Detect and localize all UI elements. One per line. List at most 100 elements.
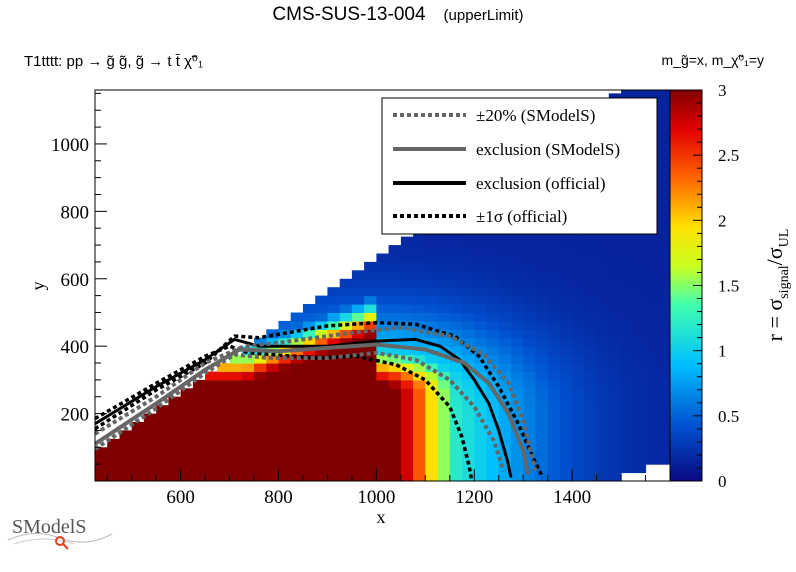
heatmap-cell [511,346,524,356]
heatmap-cell [657,312,670,322]
heatmap-cell [205,422,218,431]
heatmap-cell [498,329,512,339]
heatmap-cell [290,379,304,389]
heatmap-cell [437,278,451,288]
heatmap-cell [596,388,610,398]
legend-label-0: ±20% (SModelS) [476,106,595,125]
heatmap-cell [559,354,573,364]
heatmap-cell [217,396,231,406]
heatmap-cell [584,430,598,440]
heatmap-cell [608,405,622,415]
heatmap-cell [596,422,610,431]
heatmap-cell [327,371,341,381]
heatmap-cell [621,337,634,347]
heatmap-cell [657,396,670,406]
heatmap-cell [339,287,353,297]
heatmap-cell [486,455,500,465]
heatmap-cell [474,464,488,474]
heatmap-cell [621,422,634,431]
heatmap-cell [462,270,475,280]
heatmap-cell [474,455,488,465]
heatmap-cell [535,295,549,305]
heatmap-cell [523,413,536,423]
heatmap-cell [608,253,622,263]
heatmap-cell [180,455,194,465]
heatmap-cell [241,447,255,457]
z-tick-label: 1.5 [718,277,739,296]
heatmap-cell [205,472,218,481]
heatmap-cell [608,354,622,364]
heatmap-cell [657,186,670,196]
curve-1 [95,320,545,479]
heatmap-cell [168,413,182,423]
heatmap-cell [180,405,194,415]
heatmap-cell [364,320,377,330]
heatmap-cell [608,430,622,440]
heatmap-cell [351,354,365,364]
heatmap-cell [339,312,353,322]
heatmap-cell [645,329,659,339]
heatmap-cell [339,388,353,398]
z-tick-label: 2.5 [718,146,739,165]
heatmap-cell [462,405,475,415]
heatmap-cell [523,304,536,313]
heatmap-cell [364,405,377,415]
heatmap-cell [572,236,585,246]
heatmap-cell [486,312,500,322]
heatmap-cell [192,438,206,448]
heatmap-cell [351,320,365,330]
heatmap-cell [400,363,414,372]
z-tick-label: 1 [718,342,727,361]
heatmap-cell [584,379,598,389]
heatmap-cell [437,245,451,255]
heatmap-cell [437,354,451,364]
heatmap-cell [572,464,585,474]
heatmap-cell [547,320,561,330]
heatmap-cell [474,472,488,481]
heatmap-cell [425,405,439,415]
heatmap-cell [596,337,610,347]
heatmap-cell [400,379,414,389]
heatmap-cell [107,472,120,481]
heatmap-cell [254,388,267,398]
heatmap-cell [474,304,488,313]
heatmap-cell [449,430,463,440]
heatmap-cell [511,354,524,364]
heatmap-cell [192,464,206,474]
heatmap-cell [266,363,280,372]
heatmap-cell [645,90,659,94]
heatmap-cell [400,320,414,330]
heatmap-cell [633,270,647,280]
heatmap-cell [559,371,573,381]
heatmap-cell [400,430,414,440]
heatmap-cell [462,329,475,339]
heatmap-cell [254,396,267,406]
heatmap-cell [278,388,292,398]
heatmap-cell [388,270,402,280]
heatmap-cell [168,422,182,431]
heatmap-cell [547,388,561,398]
heatmap-cell [400,236,414,246]
heatmap-cell [400,287,414,297]
heatmap-cell [449,413,463,423]
heatmap-cell [474,278,488,288]
heatmap-cell [559,287,573,297]
heatmap-cell [645,379,659,389]
heatmap-cell [180,464,194,474]
heatmap-cell [449,396,463,406]
heatmap-cell [254,472,267,481]
heatmap-cell [511,295,524,305]
heatmap-cell [498,287,512,297]
heatmap-cell [645,346,659,356]
heatmap-cell [278,472,292,481]
heatmap-cell [547,346,561,356]
y-tick-label: 1000 [51,135,89,156]
heatmap-cell [364,447,377,457]
heatmap-cell [486,464,500,474]
heatmap-cell [95,464,108,474]
heatmap-cell [572,253,585,263]
heatmap-cell [192,447,206,457]
heatmap-cell [559,388,573,398]
heatmap-cell [143,455,157,465]
heatmap-cell [584,329,598,339]
